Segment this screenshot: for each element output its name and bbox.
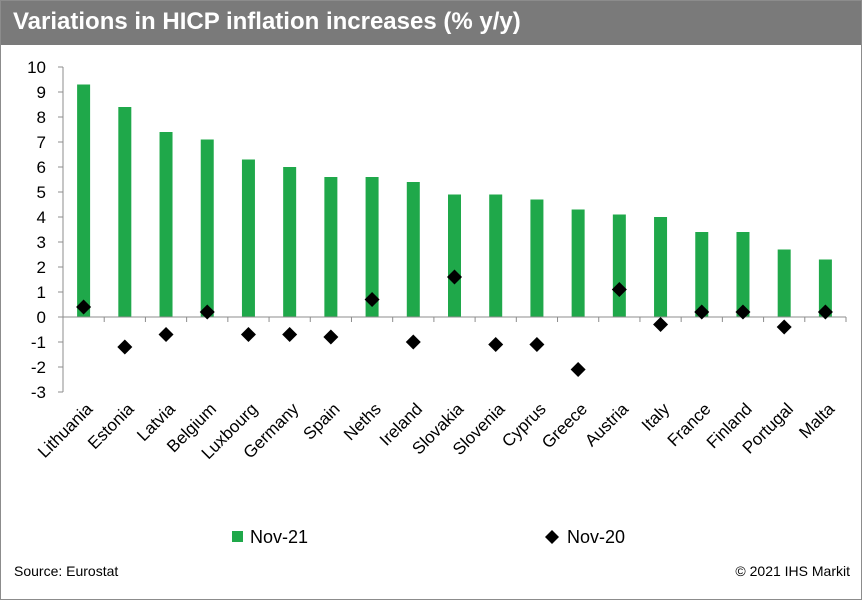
y-tick-label: 7	[37, 133, 46, 152]
title-bar: Variations in HICP inflation increases (…	[1, 1, 861, 45]
bar-portugal	[777, 249, 791, 317]
bar-luxbourg	[241, 159, 255, 317]
y-tick-label: -2	[31, 358, 46, 377]
category-label: Greece	[538, 399, 591, 452]
bar-slovenia	[489, 194, 503, 317]
y-tick-label: 8	[37, 108, 46, 127]
bar-belgium	[200, 139, 214, 317]
bar-neths	[365, 177, 379, 317]
y-tick-label: 1	[37, 283, 46, 302]
marker-greece	[570, 362, 586, 377]
bar-cyprus	[530, 199, 544, 317]
bar-slovakia	[448, 194, 461, 317]
bar-austria	[612, 214, 626, 317]
bar-spain	[324, 177, 338, 317]
bar-italy	[654, 217, 668, 317]
x-axis	[62, 316, 847, 322]
source-note: Source: Eurostat	[14, 563, 119, 579]
marker-belgium	[199, 304, 215, 320]
y-tick-label: 4	[37, 208, 46, 227]
marker-austria	[611, 282, 627, 297]
bar-greece	[571, 209, 585, 317]
marker-estonia	[117, 339, 133, 355]
category-label: Austria	[581, 399, 632, 450]
copyright-note: © 2021 IHS Markit	[735, 563, 850, 579]
marker-slovakia	[447, 269, 462, 285]
y-tick-label: -1	[31, 333, 46, 352]
bar-series	[77, 84, 832, 317]
category-label: Spain	[300, 399, 344, 443]
marker-neths	[364, 292, 380, 307]
marker-cyprus	[529, 337, 545, 352]
bar-france	[695, 232, 709, 317]
marker-latvia	[158, 327, 174, 342]
category-label: Lithuania	[34, 399, 97, 462]
bar-malta	[818, 259, 832, 317]
y-tick-label: 5	[37, 183, 46, 202]
bar-latvia	[159, 132, 173, 317]
marker-slovenia	[488, 337, 504, 352]
marker-series	[76, 269, 833, 377]
y-tick-label: 0	[37, 308, 46, 327]
category-label: Estonia	[84, 399, 138, 453]
marker-italy	[653, 317, 669, 332]
y-tick-label: -3	[31, 383, 46, 402]
legend: Nov-21 Nov-20	[232, 527, 625, 547]
marker-malta	[817, 304, 833, 320]
y-tick-label: 3	[37, 233, 46, 252]
marker-ireland	[405, 334, 421, 350]
y-tick-label: 9	[37, 83, 46, 102]
bar-lithuania	[77, 84, 91, 317]
legend-marker-nov-20	[545, 530, 559, 544]
marker-portugal	[776, 319, 792, 335]
bar-ireland	[406, 182, 420, 317]
legend-label-nov-20: Nov-20	[567, 527, 625, 547]
marker-france	[694, 304, 710, 320]
marker-germany	[282, 327, 298, 342]
category-label: Malta	[795, 399, 838, 442]
bar-finland	[736, 232, 750, 317]
bar-estonia	[118, 107, 132, 317]
marker-spain	[323, 329, 339, 345]
y-tick-label: 2	[37, 258, 46, 277]
marker-luxbourg	[240, 327, 256, 342]
bar-germany	[283, 167, 297, 317]
category-labels: LithuaniaEstoniaLatviaBelgiumLuxbourgGer…	[34, 399, 838, 463]
y-tick-label: 10	[27, 58, 46, 77]
marker-finland	[735, 304, 751, 320]
y-tick-label: 6	[37, 158, 46, 177]
legend-label-nov-21: Nov-21	[250, 527, 308, 547]
legend-swatch-nov-21	[232, 531, 243, 542]
category-label: Italy	[638, 399, 674, 435]
chart-title: Variations in HICP inflation increases (…	[13, 8, 521, 35]
marker-lithuania	[76, 299, 92, 315]
